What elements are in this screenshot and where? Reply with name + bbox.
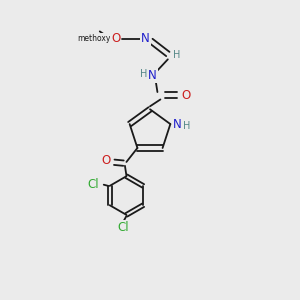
Text: O: O	[182, 88, 191, 101]
Text: O: O	[111, 32, 120, 45]
Text: Cl: Cl	[118, 221, 129, 234]
Text: N: N	[141, 32, 150, 45]
Text: O: O	[101, 154, 110, 167]
Text: methoxy: methoxy	[77, 34, 110, 43]
Text: H: H	[173, 50, 180, 60]
Text: N: N	[172, 118, 181, 130]
Text: H: H	[183, 122, 190, 131]
Text: Cl: Cl	[88, 178, 99, 191]
Text: N: N	[148, 69, 157, 82]
Text: H: H	[140, 69, 147, 79]
